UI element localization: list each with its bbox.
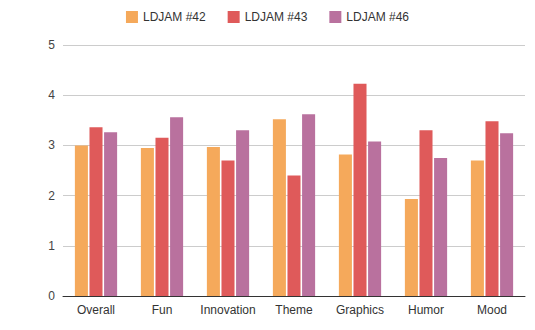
svg-text:Fun: Fun: [152, 303, 173, 317]
svg-text:1: 1: [48, 239, 55, 253]
svg-text:5: 5: [48, 38, 55, 52]
svg-text:3: 3: [48, 138, 55, 152]
svg-text:Graphics: Graphics: [336, 303, 384, 317]
svg-text:LDJAM #42: LDJAM #42: [143, 10, 206, 24]
svg-text:Innovation: Innovation: [200, 303, 255, 317]
svg-text:4: 4: [48, 88, 55, 102]
svg-text:Humor: Humor: [408, 303, 444, 317]
svg-text:0: 0: [48, 289, 55, 303]
svg-text:Overall: Overall: [77, 303, 115, 317]
svg-text:Mood: Mood: [477, 303, 507, 317]
svg-text:Theme: Theme: [275, 303, 313, 317]
svg-text:LDJAM #43: LDJAM #43: [245, 10, 308, 24]
svg-text:LDJAM #46: LDJAM #46: [346, 10, 409, 24]
svg-text:2: 2: [48, 189, 55, 203]
